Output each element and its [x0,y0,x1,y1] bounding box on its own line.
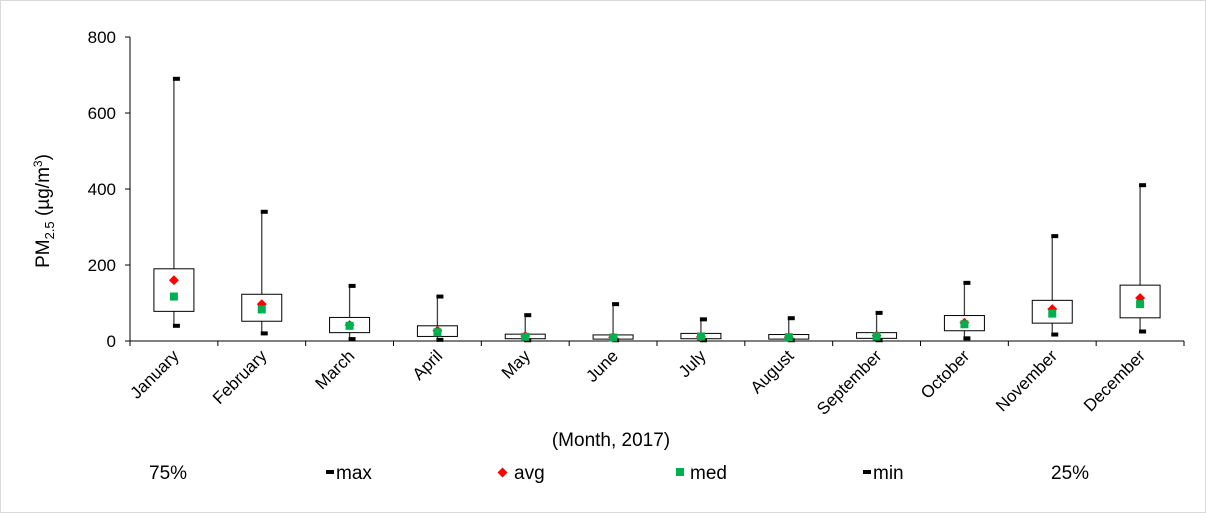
y-axis-title: PM2.5 (µg/m3) [31,154,57,268]
chart-marks [153,76,1161,343]
y-axis-title-unit: (µg/m [33,167,54,221]
legend-swatch-max [326,470,334,474]
tick-labels: 0 200 400 600 800 January February March April Ma… [88,28,1150,419]
legend-label-75pct: 75% [149,463,187,484]
y-tick-label: 400 [88,180,116,199]
y-axis-title-base: PM [33,239,54,268]
min-marker [260,331,268,336]
y-tick-label: 600 [88,104,116,123]
y-tick-label: 200 [88,256,116,275]
median-marker [345,321,354,330]
legend-swatch-avg [497,467,508,478]
median-marker [784,333,793,342]
x-tick-label: February [209,346,271,408]
x-tick-label: March [312,346,359,393]
min-marker [1139,329,1147,334]
min-marker [348,337,356,342]
max-marker [1051,234,1059,239]
median-marker [872,332,881,341]
median-marker [1136,300,1145,309]
median-marker [521,332,530,341]
axis-titles: (Month, 2017) PM2.5 (µg/m3) [31,154,670,451]
axes [125,36,1185,346]
max-marker [172,76,180,81]
y-tick-label: 800 [88,28,116,47]
max-marker [963,280,971,285]
max-marker [524,313,532,318]
median-marker [696,332,705,341]
x-tick-label: May [498,346,534,382]
legend-label-med: med [690,463,727,484]
x-axis-title: (Month, 2017) [552,430,670,451]
min-marker [436,337,444,342]
legend-swatch-med [676,468,684,476]
x-tick-label: October [917,346,973,402]
avg-marker [168,275,179,286]
x-tick-label: June [582,346,622,386]
max-marker [612,302,620,307]
median-marker [609,333,618,342]
max-marker [1139,183,1147,188]
y-tick-label: 0 [107,332,116,351]
min-marker [963,336,971,341]
max-marker [875,310,883,315]
x-tick-label: January [127,346,184,403]
legend: 75% max avg med min 25% [149,463,1089,484]
legend-label-min: min [873,463,904,484]
legend-swatch-min [863,470,871,474]
max-marker [348,283,356,288]
min-marker [1051,332,1059,337]
iqr-box [153,268,195,312]
legend-label-25pct: 25% [1051,463,1089,484]
median-marker [960,320,969,329]
x-tick-label: April [409,346,446,383]
x-tick-label: December [1080,346,1149,415]
max-marker [787,316,795,321]
legend-label-avg: avg [514,463,545,484]
median-marker [433,328,442,337]
x-tick-label: August [747,346,798,397]
median-marker [169,292,178,301]
max-marker [436,294,444,299]
y-axis-title-superscript: 3 [31,160,45,167]
x-tick-label: November [992,346,1061,415]
min-marker [172,323,180,328]
median-marker [257,305,266,314]
legend-label-max: max [336,463,372,484]
x-tick-label: September [813,346,885,418]
median-marker [1048,309,1057,318]
max-marker [260,209,268,214]
max-marker [699,317,707,322]
y-axis-title-unit-close: ) [33,154,54,160]
x-tick-label: July [675,346,710,381]
y-axis-title-subscript: 2.5 [42,221,57,239]
